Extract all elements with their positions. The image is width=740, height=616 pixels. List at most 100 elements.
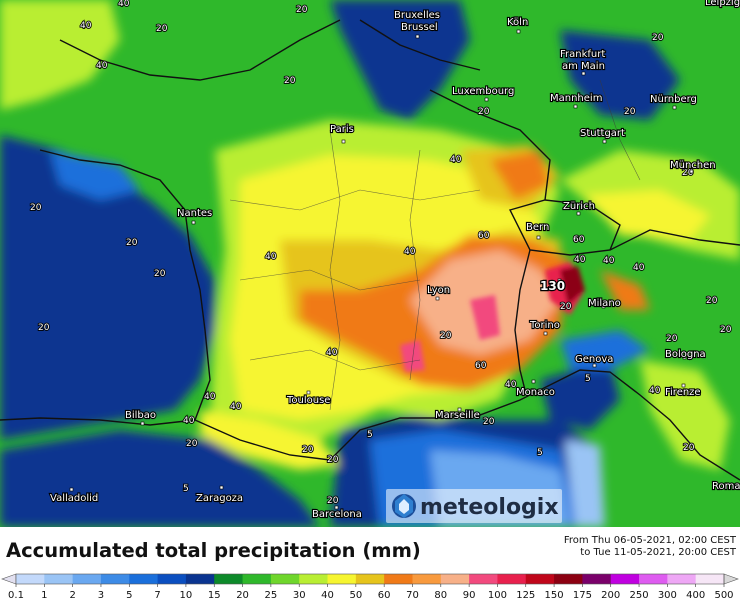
legend-tick-label: 100 (488, 590, 507, 601)
contour-label: 5 (585, 374, 591, 384)
contour-label: 20 (38, 323, 50, 333)
logo-icon (392, 494, 416, 518)
city-label-milano: Milano (588, 298, 621, 309)
area-navy-ligurian (540, 360, 620, 430)
legend-swatch (16, 574, 45, 584)
contour-label: 40 (505, 380, 517, 390)
coast-mediterranean-france (329, 384, 551, 461)
city-label-stuttgart: Stuttgart (580, 128, 625, 139)
contour-label: 20 (302, 445, 314, 455)
legend-swatch (610, 574, 640, 584)
legend-tick-label: 2 (69, 590, 75, 601)
contour-label: 20 (440, 331, 452, 341)
area-blue-po (560, 330, 650, 370)
city-marseille: Marseille (434, 407, 481, 422)
legend-tick-label: 40 (321, 590, 334, 601)
city-label-torino: Torino (529, 320, 560, 331)
meteologix-logo: meteologix (386, 489, 562, 523)
area-max-core (560, 266, 585, 305)
city-label-roma: Roma (712, 481, 740, 492)
contour-label: 20 (126, 238, 138, 248)
city-label-frankfurt-2: am Main (562, 61, 605, 72)
max-value-label: 130 (540, 279, 565, 293)
precipitation-peaks (400, 262, 585, 372)
map-footer: Accumulated total precipitation (mm) Fro… (0, 527, 740, 616)
contour-label: 20 (186, 439, 198, 449)
contour-label: 60 (475, 361, 487, 371)
area-navy-northsea (330, 0, 470, 120)
legend-tick-label: 175 (573, 590, 592, 601)
city-roma: Roma (711, 480, 740, 493)
contour-label: 40 (230, 402, 242, 412)
city-label-paris: Paris (330, 124, 354, 135)
contour-label: 20 (483, 417, 495, 427)
contour-label: 40 (80, 21, 92, 31)
border-switzerland (508, 199, 621, 256)
city-monaco: Monaco (515, 379, 556, 399)
city-stuttgart: Stuttgart (579, 127, 626, 144)
city-label-bruxelles-1: Bruxelles (394, 10, 440, 21)
legend-swatch (497, 574, 527, 584)
contour-label: 20 (154, 269, 166, 279)
city-label-frankfurt-1: Frankfurt (560, 49, 605, 60)
legend-swatch (440, 574, 470, 584)
legend-tick-label: 70 (406, 590, 419, 601)
legend-tick-label: 10 (180, 590, 193, 601)
contour-label: 5 (183, 484, 189, 494)
area-navy-iberia (0, 430, 320, 527)
legend-tick-label: 60 (378, 590, 391, 601)
city-label-marseille: Marseille (435, 410, 480, 421)
city-bern: Bern (525, 221, 550, 240)
legend-swatch (384, 574, 413, 584)
contour-label: 20 (652, 33, 664, 43)
contour-label: 40 (633, 263, 645, 273)
legend-swatch (695, 574, 725, 584)
legend-swatch (525, 574, 555, 584)
city-label-toulouse: Toulouse (286, 395, 330, 406)
city-lyon: Lyon (426, 284, 451, 301)
contour-label: 5 (537, 448, 543, 458)
city-label-bruxelles-2: Brussel (401, 22, 438, 33)
contour-label: 20 (327, 496, 339, 506)
legend-swatch (185, 574, 215, 584)
precipitation-map: 40 40 40 20 20 20 20 20 20 20 40 40 40 6… (0, 0, 740, 527)
legend-arrow-low (1, 573, 17, 585)
city-milano: Milano (587, 297, 622, 310)
city-label-munchen: München (670, 160, 716, 171)
area-lightblue-corsica (565, 440, 605, 527)
legend-swatch (412, 574, 442, 584)
legend-tick-label: 7 (154, 590, 160, 601)
coast-iberia-north (0, 417, 196, 426)
city-label-mannheim: Mannheim (550, 93, 602, 104)
city-label-valladolid: Valladolid (50, 493, 98, 504)
legend-tick-label: 90 (463, 590, 476, 601)
contour-label: 40 (183, 416, 195, 426)
city-mannheim: Mannheim (549, 92, 604, 109)
city-label-monaco: Monaco (516, 387, 555, 398)
legend-tick-label: 15 (208, 590, 221, 601)
contour-label: 60 (573, 235, 585, 245)
city-genova: Genova (574, 353, 615, 368)
legend-tick-label: 0.1 (8, 590, 24, 601)
city-label-bilbao: Bilbao (125, 410, 156, 421)
city-bologna: Bologna (664, 348, 707, 361)
contour-label: 40 (574, 255, 586, 265)
city-bruxelles: Bruxelles Brussel (393, 9, 441, 39)
contour-label: 60 (478, 231, 490, 241)
city-label-lyon: Lyon (427, 285, 450, 296)
city-label-nurnberg: Nürnberg (650, 94, 697, 105)
cities: Bruxelles Brussel Köln Leipzig Frankfurt… (49, 0, 740, 521)
max-value-marker: 130 (539, 278, 566, 294)
coast-pyrenees-border (194, 419, 331, 461)
legend-tick-label: 50 (349, 590, 362, 601)
city-firenze: Firenze (664, 383, 702, 399)
legend-tick-label: 1 (41, 590, 47, 601)
legend-tick-label: 20 (236, 590, 249, 601)
city-zurich: Zürich (562, 200, 596, 216)
city-nantes: Nantes (176, 207, 213, 225)
contour-label: 20 (30, 203, 42, 213)
contour-label: 40 (603, 256, 615, 266)
legend-swatch (44, 574, 74, 584)
legend-swatch (355, 574, 385, 584)
area-yellow-pyrenees (200, 410, 340, 470)
